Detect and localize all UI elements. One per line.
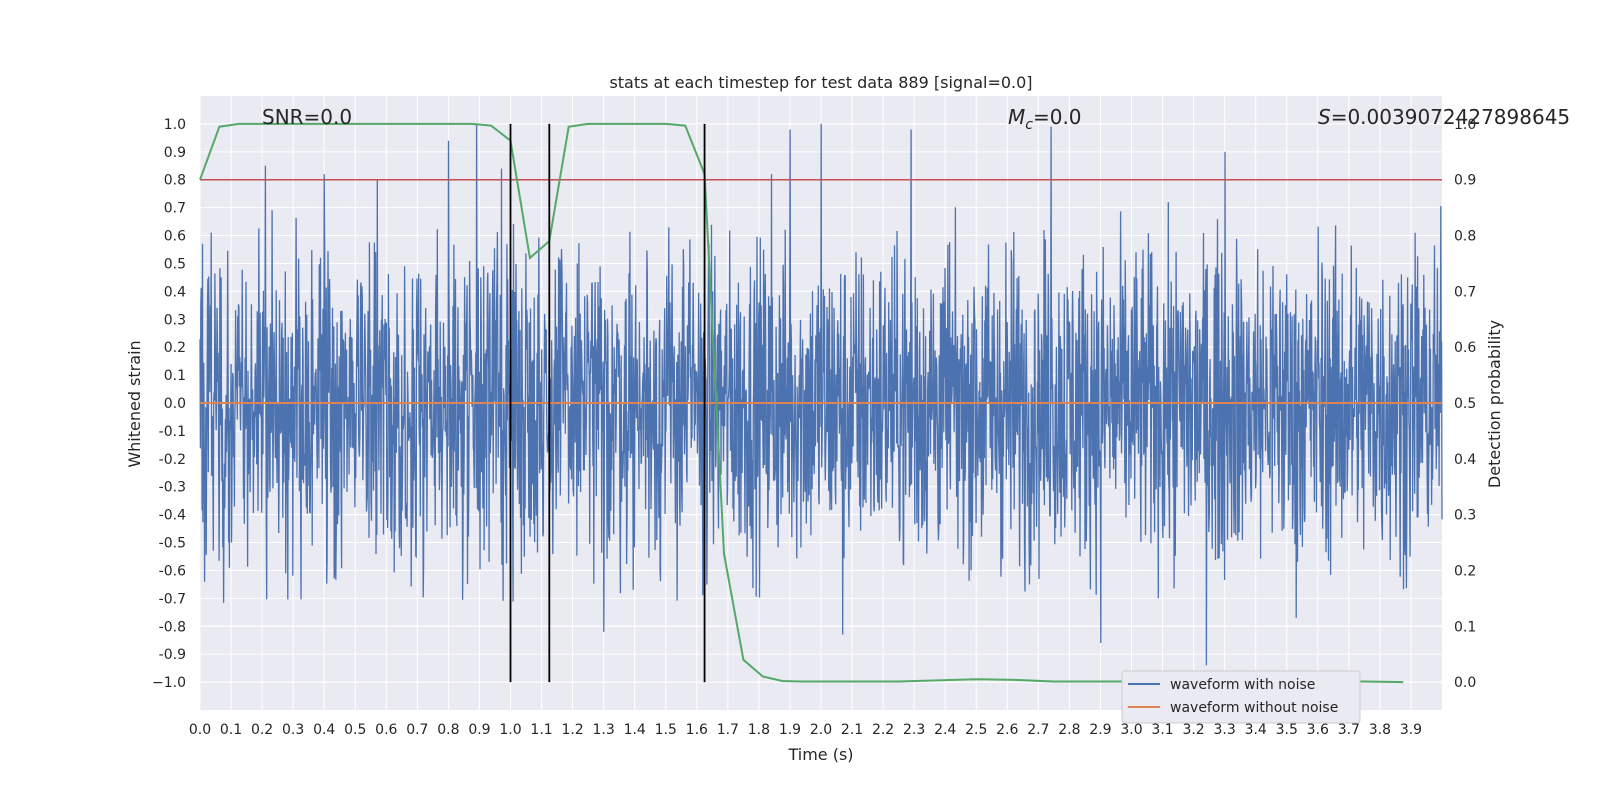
x-tick-label: 0.1 <box>220 722 242 738</box>
y-tick-labels: 1.0 0.9 0.8 0.7 0.6 0.5 0.4 0.3 0.2 0.1 0.0 -0.1 -0.… <box>152 117 186 691</box>
y-tick-label: -0.3 <box>159 480 186 496</box>
y-tick-label: 0.1 <box>164 368 186 384</box>
s-symbol: S <box>1318 105 1331 129</box>
y2-tick-label: 0.8 <box>1454 229 1476 245</box>
y-tick-label: -0.6 <box>159 563 186 579</box>
x-tick-label: 0.3 <box>282 722 304 738</box>
y-tick-label: 0.0 <box>164 396 186 412</box>
x-tick-label: 0.9 <box>468 722 490 738</box>
x-tick-label: 1.2 <box>561 722 583 738</box>
y2-tick-label: 0.2 <box>1454 563 1476 579</box>
y2-tick-label: 0.0 <box>1454 675 1476 691</box>
probability-series <box>199 122 1404 684</box>
legend-label-clean: waveform without noise <box>1170 700 1338 716</box>
x-tick-label: 0.7 <box>406 722 428 738</box>
x-tick-label: 3.0 <box>1120 722 1142 738</box>
y-tick-label: 0.4 <box>164 284 186 300</box>
noise-waveform-line <box>199 123 1443 666</box>
y-tick-label: -0.4 <box>159 508 186 524</box>
x-tick-label: 3.5 <box>1276 722 1298 738</box>
x-tick-label: 2.8 <box>1058 722 1080 738</box>
chart-title: stats at each timestep for test data 889… <box>609 73 1032 92</box>
y-tick-label: −1.0 <box>152 675 186 691</box>
x-tick-label: 2.5 <box>965 722 987 738</box>
x-tick-label: 1.9 <box>779 722 801 738</box>
y2-tick-label: 0.5 <box>1454 396 1476 412</box>
x-tick-label: 2.0 <box>810 722 832 738</box>
legend-label-noise: waveform with noise <box>1170 677 1315 693</box>
x-tick-label: 3.9 <box>1400 722 1422 738</box>
s-annotation: S=0.0039072427898645 <box>1318 105 1570 129</box>
mc-value: =0.0 <box>1033 105 1082 129</box>
y-axis-label: Whitened strain <box>125 340 144 467</box>
x-tick-label: 1.5 <box>655 722 677 738</box>
x-tick-label: 2.4 <box>934 722 956 738</box>
y-tick-label: 1.0 <box>164 117 186 133</box>
y2-tick-label: 0.1 <box>1454 619 1476 635</box>
y-tick-label: 0.5 <box>164 256 186 272</box>
y-tick-label: -0.9 <box>159 647 186 663</box>
x-tick-label: 2.3 <box>903 722 925 738</box>
x-tick-label: 1.6 <box>686 722 708 738</box>
probability-line <box>199 122 1404 684</box>
noise-waveform-series <box>199 123 1443 666</box>
y-tick-label: -0.2 <box>159 452 186 468</box>
x-tick-label: 2.6 <box>996 722 1018 738</box>
x-tick-label: 0.4 <box>313 722 335 738</box>
legend-box <box>1121 670 1361 724</box>
x-tick-label: 1.4 <box>624 722 646 738</box>
y-tick-label: 0.6 <box>164 229 186 245</box>
x-tick-labels: 0.0 0.1 0.2 0.3 0.4 0.5 0.6 0.7 0.8 0.9 1.0 1.1 1.2 1… <box>189 722 1422 738</box>
x-tick-label: 3.1 <box>1151 722 1173 738</box>
x-tick-label: 0.2 <box>251 722 273 738</box>
y2-axis-label: Detection probability <box>1485 320 1504 488</box>
x-tick-label: 2.1 <box>841 722 863 738</box>
y-tick-label: 0.3 <box>164 312 186 328</box>
x-tick-label: 0.0 <box>189 722 211 738</box>
x-tick-label: 3.2 <box>1182 722 1204 738</box>
y-tick-label: 0.2 <box>164 340 186 356</box>
x-tick-label: 0.8 <box>437 722 459 738</box>
legend: waveform with noise waveform without noi… <box>1121 670 1361 724</box>
s-value: =0.0039072427898645 <box>1331 105 1570 129</box>
x-tick-label: 3.7 <box>1338 722 1360 738</box>
x-tick-label: 1.1 <box>530 722 552 738</box>
y-tick-label: -0.8 <box>159 619 186 635</box>
x-tick-label: 2.7 <box>1027 722 1049 738</box>
x-axis-label: Time (s) <box>787 745 853 764</box>
vertical-markers <box>509 123 706 683</box>
y2-tick-labels: 1.0 0.9 0.8 0.7 0.6 0.5 0.4 0.3 0.2 0.1 0.0 <box>1454 117 1476 691</box>
y-tick-label: 0.7 <box>164 201 186 217</box>
y2-tick-label: 0.4 <box>1454 452 1476 468</box>
x-tick-label: 1.7 <box>717 722 739 738</box>
x-tick-label: 2.2 <box>872 722 894 738</box>
y-tick-label: 0.8 <box>164 173 186 189</box>
x-tick-label: 3.8 <box>1369 722 1391 738</box>
x-tick-label: 1.3 <box>593 722 615 738</box>
x-tick-label: 3.4 <box>1245 722 1267 738</box>
x-tick-label: 2.9 <box>1089 722 1111 738</box>
x-tick-label: 1.0 <box>499 722 521 738</box>
mc-annotation: Mc=0.0 <box>1008 105 1082 133</box>
y-tick-label: -0.5 <box>159 536 186 552</box>
y2-tick-label: 0.3 <box>1454 508 1476 524</box>
y2-tick-label: 0.6 <box>1454 340 1476 356</box>
y-tick-label: -0.1 <box>159 424 186 440</box>
y-tick-label: -0.7 <box>159 591 186 607</box>
snr-annotation: SNR=0.0 <box>262 105 352 129</box>
x-tick-label: 1.8 <box>748 722 770 738</box>
y2-tick-label: 0.9 <box>1454 173 1476 189</box>
x-tick-label: 0.5 <box>344 722 366 738</box>
mc-subscript: c <box>1025 117 1033 133</box>
x-tick-label: 3.3 <box>1214 722 1236 738</box>
x-tick-label: 3.6 <box>1307 722 1329 738</box>
x-tick-label: 0.6 <box>375 722 397 738</box>
y2-tick-label: 0.7 <box>1454 284 1476 300</box>
mc-symbol: M <box>1008 105 1025 129</box>
y2-tick-label: 1.0 <box>1454 117 1476 133</box>
y-tick-label: 0.9 <box>164 145 186 161</box>
